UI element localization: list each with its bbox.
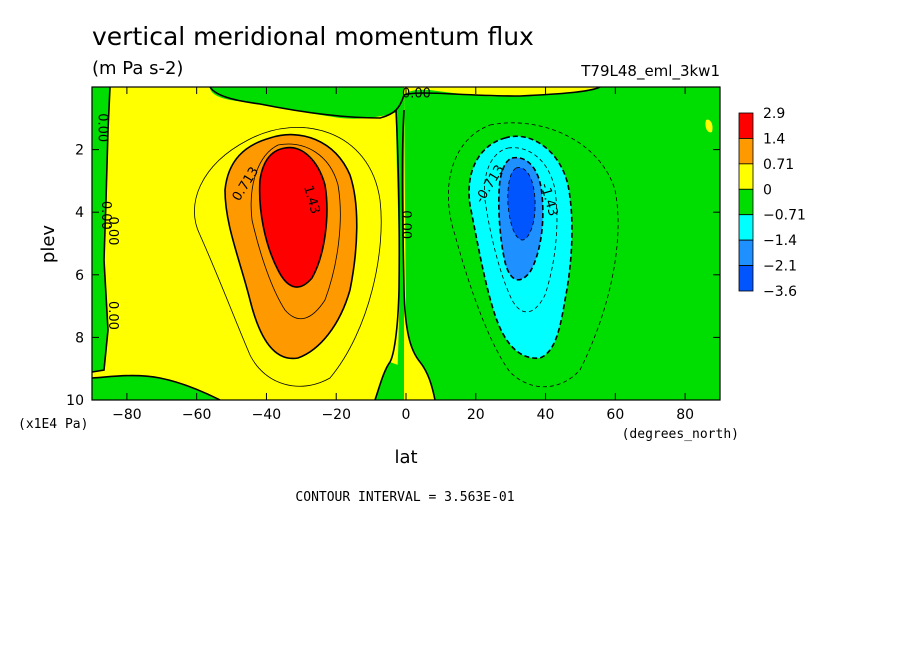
contour-label: 0.00 bbox=[402, 86, 431, 101]
contour-fill-neg-0-equator-bottom bbox=[375, 362, 398, 400]
x-tick-label: −80 bbox=[112, 407, 142, 423]
colorbar-swatch bbox=[738, 214, 754, 241]
contour-line-zero-equator-west bbox=[374, 109, 401, 400]
contour-line-neg-outer bbox=[448, 122, 619, 388]
chart-title: vertical meridional momentum flux bbox=[92, 22, 534, 51]
x-tick-label: 60 bbox=[606, 407, 624, 423]
colorbar-swatch bbox=[738, 265, 754, 292]
contour-interval-text: CONTOUR INTERVAL = 3.563E-01 bbox=[295, 490, 514, 505]
x-tick-label: 40 bbox=[537, 407, 555, 423]
contour-fill-pos-2 bbox=[259, 147, 327, 288]
contour-line-zero-bottom-left bbox=[92, 374, 221, 400]
x-tick-label: 80 bbox=[676, 407, 694, 423]
colorbar: 2.9 1.4 0.71 0 −0.71 −1.4 −2.1 −3.6 bbox=[738, 106, 806, 300]
contour-line-neg-2 bbox=[498, 156, 544, 281]
contour-line-pos-2 bbox=[258, 146, 328, 288]
contour-label: 0.00 bbox=[398, 210, 413, 239]
colorbar-level-label: −0.71 bbox=[763, 208, 806, 224]
contour-label: 0.00 bbox=[94, 113, 109, 142]
contour-label: 0.00 bbox=[98, 201, 113, 230]
contour-line-neg-1 bbox=[468, 135, 573, 359]
colorbar-swatch bbox=[738, 163, 754, 190]
y-tick-label: 10 bbox=[66, 393, 84, 409]
colorbar-level-label: −1.4 bbox=[763, 233, 797, 249]
x-tick-label: 0 bbox=[402, 407, 411, 423]
y-units-label: (x1E4 Pa) bbox=[18, 417, 88, 432]
contour-line-zero-equator bbox=[401, 109, 436, 400]
x-tick-label: −20 bbox=[321, 407, 351, 423]
y-axis: 2 4 6 8 10 bbox=[66, 143, 720, 409]
colorbar-swatch bbox=[738, 138, 754, 165]
y-tick-label: 6 bbox=[75, 268, 84, 284]
y-tick-label: 8 bbox=[75, 330, 84, 346]
colorbar-level-label: 2.9 bbox=[763, 106, 785, 122]
x-axis-label: lat bbox=[394, 447, 417, 468]
contour-line-pos-1 bbox=[224, 133, 358, 360]
contour-line-neg-3 bbox=[507, 167, 536, 241]
contour-line-zero-south-pole bbox=[92, 87, 111, 373]
colorbar-swatch bbox=[738, 112, 754, 139]
contour-fill-pos-0-north-bump bbox=[705, 119, 713, 133]
colorbar-level-label: 1.4 bbox=[763, 131, 785, 147]
y-tick-label: 4 bbox=[75, 205, 84, 221]
y-tick-label: 2 bbox=[75, 143, 84, 159]
colorbar-level-label: 0 bbox=[763, 182, 772, 198]
contour-line-pos-outer bbox=[194, 127, 382, 387]
contour-line-neg-mid bbox=[484, 147, 558, 313]
colorbar-swatch bbox=[738, 239, 754, 266]
contour-fill-neg-3 bbox=[507, 167, 536, 240]
colorbar-level-label: −2.1 bbox=[763, 259, 797, 275]
contour-line-pos-mid bbox=[250, 143, 341, 320]
x-axis: −80 −60 −40 −20 0 20 40 60 80 bbox=[112, 87, 694, 423]
plot-area bbox=[92, 87, 720, 400]
contour-fill-neg-0-top-cap bbox=[210, 87, 404, 119]
x-units-label: (degrees_north) bbox=[622, 427, 739, 442]
x-tick-label: −60 bbox=[182, 407, 212, 423]
run-label: T79L48_eml_3kw1 bbox=[580, 62, 720, 81]
contour-fill-neg-0-south-pole bbox=[92, 87, 110, 372]
units-subtitle: (m Pa s-2) bbox=[92, 58, 183, 79]
contour-label: 0.00 bbox=[105, 217, 120, 246]
contour-line-zero-top bbox=[209, 87, 601, 119]
contour-label: 0.00 bbox=[105, 301, 120, 330]
colorbar-level-label: 0.71 bbox=[763, 157, 794, 173]
contour-fill-neg-0-bottom-left bbox=[92, 375, 220, 400]
x-tick-label: 20 bbox=[467, 407, 485, 423]
y-axis-label: plev bbox=[38, 225, 59, 264]
colorbar-swatch bbox=[738, 188, 754, 216]
colorbar-level-label: −3.6 bbox=[763, 284, 797, 300]
x-tick-label: −40 bbox=[252, 407, 282, 423]
